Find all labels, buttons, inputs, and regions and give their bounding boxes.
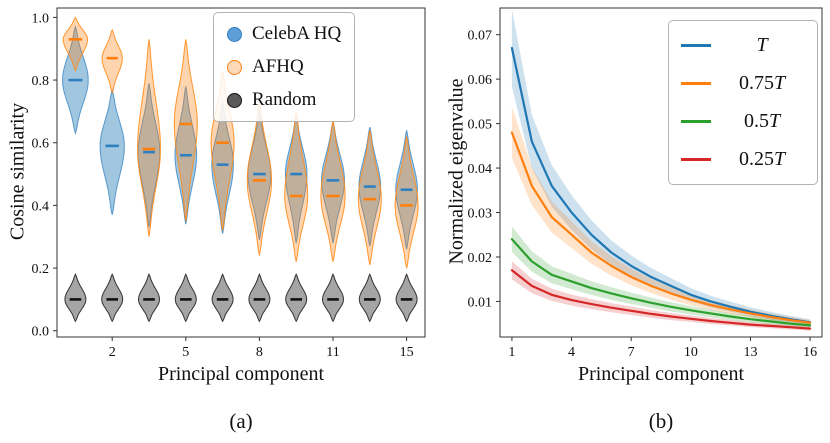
legend-item-afhq: AFHQ — [227, 56, 341, 78]
svg-text:0.8: 0.8 — [32, 74, 50, 89]
svg-text:15: 15 — [400, 345, 414, 360]
legend-label-t: T — [756, 34, 768, 56]
075t-line-swatch-icon — [681, 82, 711, 85]
legend-item-05t: 0.5T — [681, 110, 805, 133]
svg-text:11: 11 — [326, 345, 339, 360]
legend-label-075t: 0.75T — [738, 72, 786, 94]
svg-text:0.04: 0.04 — [468, 162, 493, 177]
svg-text:1.0: 1.0 — [32, 11, 50, 26]
legend-item-075t: 0.75T — [681, 72, 805, 95]
celeba-hq-marker-icon — [227, 26, 242, 42]
legend-item-025t: 0.25T — [681, 148, 805, 171]
025t-line-swatch-icon — [681, 158, 711, 161]
x-axis-label-principal-component-b: Principal component — [577, 363, 745, 385]
t-line-swatch-icon — [681, 44, 711, 47]
random-marker-icon — [227, 92, 242, 108]
legend-item-celeba-hq: CelebA HQ — [227, 23, 341, 45]
svg-text:0.07: 0.07 — [468, 29, 493, 44]
subfigure-caption-a: (a) — [229, 409, 253, 433]
svg-text:0.03: 0.03 — [468, 207, 493, 222]
svg-text:0.6: 0.6 — [32, 137, 50, 152]
svg-text:0.06: 0.06 — [468, 73, 493, 88]
svg-text:4: 4 — [568, 345, 575, 360]
svg-text:16: 16 — [803, 345, 817, 360]
afhq-marker-icon — [227, 59, 242, 75]
y-axis-label-normalized-eigenvalue: Normalized eigenvalue — [445, 78, 468, 265]
line-chart: 0.01 0.02 0.03 0.04 0.05 0.06 0.07 1 4 7 10 13 16 — [468, 7, 823, 360]
svg-text:2: 2 — [109, 345, 116, 360]
svg-text:0.05: 0.05 — [468, 118, 493, 133]
svg-text:5: 5 — [182, 345, 189, 360]
legend-label-celeba-hq: CelebA HQ — [252, 23, 342, 44]
svg-text:1: 1 — [508, 345, 515, 360]
legend-label-afhq: AFHQ — [252, 56, 304, 77]
svg-text:8: 8 — [256, 345, 263, 360]
legend-label-05t: 0.5T — [743, 110, 781, 132]
x-axis-label-principal-component-a: Principal component — [157, 363, 325, 385]
svg-text:0.0: 0.0 — [32, 325, 50, 340]
legend-label-random: Random — [252, 89, 317, 110]
svg-text:0.01: 0.01 — [468, 295, 493, 310]
svg-text:10: 10 — [684, 345, 698, 360]
svg-text:13: 13 — [743, 345, 757, 360]
violin-chart: 0.0 0.2 0.4 0.6 0.8 1.0 2 5 8 11 15 — [32, 7, 426, 360]
05t-line-swatch-icon — [681, 120, 711, 123]
legend-panel-b: T 0.75T 0.5T 0.25T — [668, 20, 818, 185]
legend-panel-a: CelebA HQ AFHQ Random — [213, 12, 356, 122]
legend-item-t: T — [681, 34, 805, 57]
y-axis-label-cosine-similarity: Cosine similarity — [6, 102, 29, 241]
svg-text:7: 7 — [628, 345, 635, 360]
svg-text:0.2: 0.2 — [32, 262, 50, 277]
subfigure-caption-b: (b) — [648, 409, 674, 433]
svg-text:0.02: 0.02 — [468, 251, 493, 266]
legend-item-random: Random — [227, 89, 341, 111]
legend-label-025t: 0.25T — [738, 148, 786, 170]
svg-text:0.4: 0.4 — [32, 199, 50, 214]
